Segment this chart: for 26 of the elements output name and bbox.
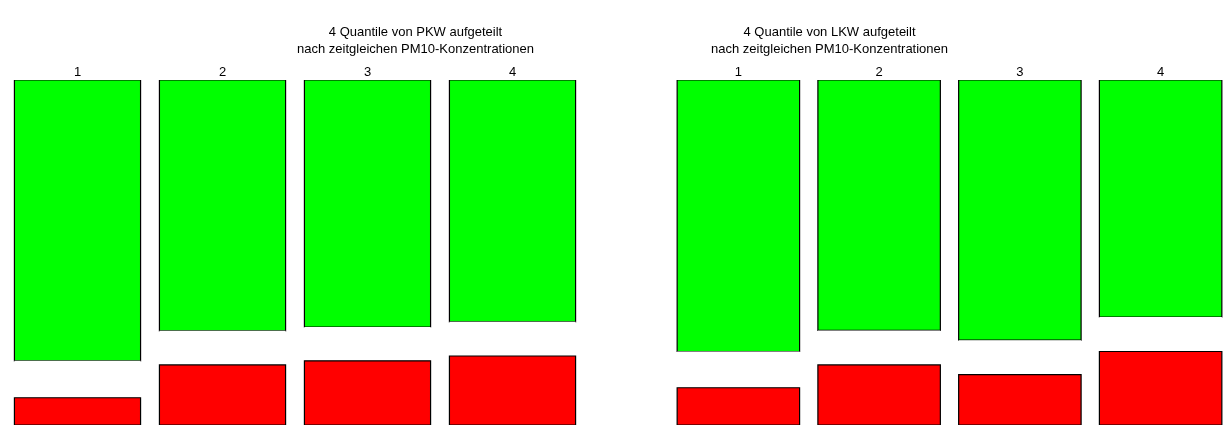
x-tick-label: 4 bbox=[1157, 64, 1165, 80]
bar bbox=[1098, 80, 1223, 318]
chart-title: 4 Quantile von LKW aufgeteilt nach zeitgleichen PM10-Konzentrationen bbox=[711, 24, 949, 56]
bar bbox=[676, 387, 801, 425]
x-tick-label: 2 bbox=[218, 64, 227, 80]
bar bbox=[303, 80, 432, 328]
bar bbox=[448, 80, 577, 323]
chart-title: 4 Quantile von PKW aufgeteilt nach zeitgleichen PM10-Konzentrationen bbox=[297, 24, 535, 56]
bar bbox=[303, 360, 432, 425]
bar bbox=[958, 80, 1082, 341]
bar bbox=[158, 80, 287, 332]
bar bbox=[817, 80, 941, 332]
bar bbox=[13, 397, 142, 425]
bar bbox=[817, 364, 941, 425]
x-tick-label: 3 bbox=[1016, 64, 1024, 80]
bar bbox=[13, 80, 142, 362]
x-tick-label: 1 bbox=[73, 64, 82, 80]
bar bbox=[676, 80, 801, 353]
x-tick-label: 2 bbox=[875, 64, 883, 80]
x-tick-label: 3 bbox=[363, 64, 372, 80]
bar bbox=[958, 374, 1082, 425]
bar bbox=[158, 364, 287, 425]
bar bbox=[1098, 350, 1223, 425]
bar bbox=[448, 355, 577, 425]
x-tick-label: 4 bbox=[508, 64, 517, 80]
x-tick-label: 1 bbox=[734, 64, 742, 80]
